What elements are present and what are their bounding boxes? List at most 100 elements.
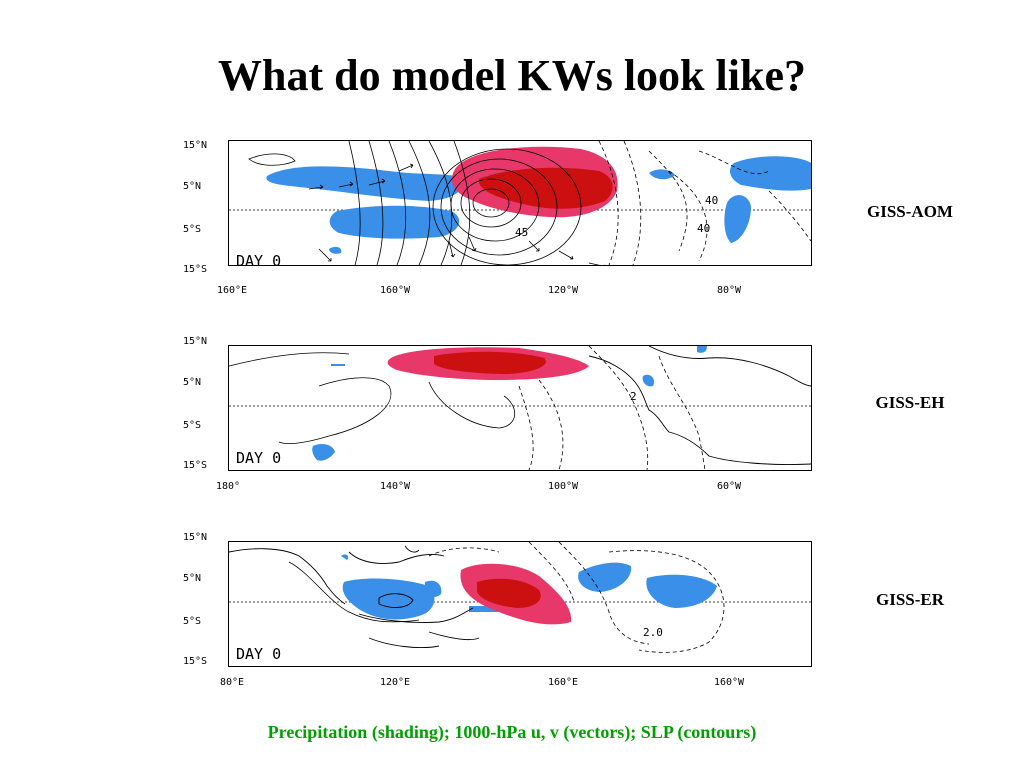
lon-label: 120°E	[379, 677, 411, 688]
negative-precip-shading	[329, 205, 460, 239]
negative-precip-shading	[331, 364, 345, 366]
lon-label: 60°W	[716, 481, 742, 492]
negative-precip-shading	[342, 578, 435, 620]
negative-precip-shading	[329, 246, 342, 254]
contour-labels: 2.0	[643, 626, 663, 639]
coastline	[368, 637, 440, 648]
slp-contour	[388, 141, 407, 265]
slp-contour	[460, 178, 522, 228]
precip-slp-map	[229, 141, 811, 265]
slp-contour-negative	[558, 542, 650, 645]
model-label: GISS-AOM	[867, 202, 953, 221]
slp-contour-negative	[768, 190, 811, 242]
slp-contour-negative	[608, 550, 725, 653]
positive-precip-core	[434, 351, 546, 374]
lat-label: 5°N	[183, 377, 202, 388]
model-label: GISS-EH	[875, 393, 945, 412]
day-label: DAY 0	[236, 252, 282, 270]
map-panel-giss-aom	[228, 140, 812, 266]
coastline	[229, 548, 445, 605]
slp-contour	[453, 141, 471, 265]
slp-contour	[428, 141, 453, 265]
lon-label: 160°W	[379, 285, 411, 296]
slp-contour	[408, 141, 431, 265]
slp-contour	[368, 141, 384, 265]
day-label: DAY 0	[236, 645, 282, 663]
lon-label: 160°W	[713, 677, 745, 688]
slide-title: What do model KWs look like?	[218, 51, 806, 100]
negative-precip-shading	[697, 346, 707, 353]
contour-label: 40	[705, 194, 718, 207]
slp-contour	[248, 153, 296, 166]
slp-contour	[472, 188, 510, 218]
lon-label: 180°	[215, 481, 241, 492]
precip-slp-map	[229, 542, 811, 653]
slp-contour-negative	[528, 542, 575, 603]
lat-label: 5°S	[183, 224, 202, 235]
slp-contour-negative	[698, 150, 770, 175]
slp-contour	[440, 158, 558, 256]
coastline	[428, 631, 480, 641]
lat-label: 15°S	[183, 460, 208, 471]
slp-contour-negative	[428, 547, 500, 557]
lat-label: 15°N	[183, 140, 208, 151]
negative-precip-shading	[642, 374, 655, 387]
lon-label: 120°W	[547, 285, 579, 296]
negative-precip-shading	[578, 562, 632, 592]
slp-contour	[428, 381, 516, 429]
contour-label: 2.0	[643, 626, 663, 639]
lon-label: 80°E	[219, 677, 245, 688]
lat-label: 15°S	[183, 264, 208, 275]
negative-precip-shading	[724, 195, 751, 243]
contour-labels: 40 40 45	[515, 194, 718, 239]
model-label: GISS-ER	[875, 590, 945, 609]
map-panel-giss-er	[228, 541, 812, 667]
contour-label: 2	[630, 390, 637, 403]
coastline	[648, 346, 811, 387]
negative-precip-shading	[341, 554, 349, 560]
lat-label: 5°S	[183, 420, 202, 431]
lat-label: 5°N	[183, 573, 202, 584]
slp-contour-negative	[538, 379, 564, 470]
contour-labels: 2	[630, 390, 637, 403]
coastline	[404, 545, 420, 553]
slp-contour-negative	[658, 355, 706, 470]
slp-contour	[278, 377, 392, 444]
figure-caption: Precipitation (shading); 1000-hPa u, v (…	[267, 722, 757, 742]
lat-label: 15°N	[183, 336, 208, 347]
lon-label: 140°W	[379, 481, 411, 492]
precip-slp-map	[229, 346, 811, 470]
slp-contour-negative	[518, 385, 534, 470]
coastline	[378, 593, 414, 608]
lon-label: 80°W	[716, 285, 742, 296]
negative-precip-shading	[646, 574, 717, 608]
lat-label: 15°N	[183, 532, 208, 543]
slp-contour	[450, 168, 540, 242]
negative-precip-shading	[312, 444, 335, 461]
positive-precip-core	[478, 167, 613, 209]
slp-contour-negative	[598, 141, 619, 265]
coastline	[588, 355, 811, 465]
slp-contour	[229, 352, 350, 367]
lat-label: 15°S	[183, 656, 208, 667]
lon-label: 160°E	[216, 285, 248, 296]
coastline	[358, 607, 474, 623]
negative-precip-shading	[266, 166, 464, 201]
day-label: DAY 0	[236, 449, 282, 467]
lat-label: 5°S	[183, 616, 202, 627]
slp-contour-negative	[623, 141, 642, 265]
contour-label: 40	[697, 222, 710, 235]
map-panel-giss-eh	[228, 345, 812, 471]
contour-label: 45	[515, 226, 528, 239]
slp-contour	[288, 561, 420, 623]
wind-vectors	[308, 163, 605, 265]
negative-precip-shading	[729, 156, 811, 191]
slp-contour	[432, 148, 582, 265]
lat-label: 5°N	[183, 181, 202, 192]
positive-precip-core	[477, 578, 541, 608]
lon-label: 100°W	[547, 481, 579, 492]
negative-precip-shading	[425, 580, 442, 597]
slp-contour-negative	[588, 346, 649, 470]
slp-contour-negative	[668, 170, 708, 262]
slp-contour	[348, 141, 361, 265]
